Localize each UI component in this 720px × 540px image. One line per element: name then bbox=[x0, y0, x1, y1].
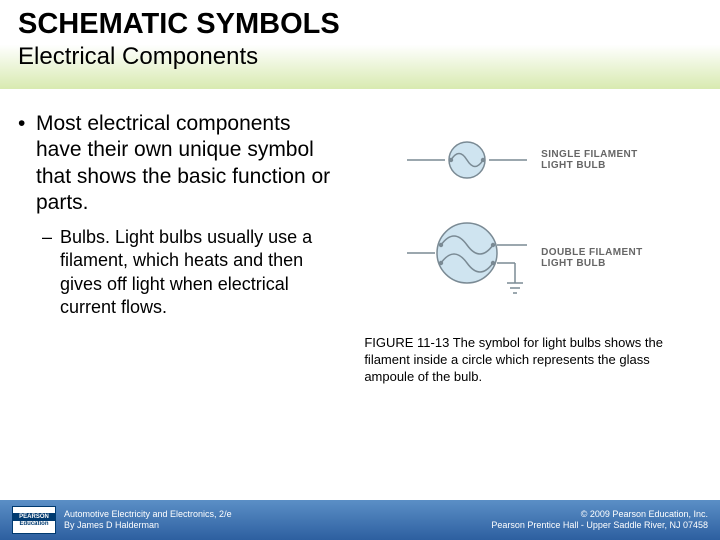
slide-title: SCHEMATIC SYMBOLS bbox=[18, 8, 702, 41]
address: Pearson Prentice Hall - Upper Saddle Riv… bbox=[491, 520, 708, 531]
single-filament-label: SINGLE FILAMENT LIGHT BULB bbox=[541, 149, 651, 171]
slide-footer: PEARSON Education Automotive Electricity… bbox=[0, 500, 720, 540]
double-filament-symbol bbox=[407, 213, 527, 303]
logo-brand: PEARSON bbox=[13, 513, 55, 521]
double-label-text: DOUBLE FILAMENT LIGHT BULB bbox=[541, 247, 651, 269]
double-filament-label: DOUBLE FILAMENT LIGHT BULB bbox=[541, 247, 651, 269]
footer-left: PEARSON Education Automotive Electricity… bbox=[12, 506, 232, 534]
figure-column: SINGLE FILAMENT LIGHT BULB bbox=[346, 111, 702, 394]
double-filament-row: DOUBLE FILAMENT LIGHT BULB bbox=[407, 213, 651, 303]
footer-book-info: Automotive Electricity and Electronics, … bbox=[64, 509, 232, 531]
slide-subtitle: Electrical Components bbox=[18, 43, 702, 71]
book-author: By James D Halderman bbox=[64, 520, 232, 531]
footer-right: © 2009 Pearson Education, Inc. Pearson P… bbox=[491, 509, 708, 531]
slide-header: SCHEMATIC SYMBOLS Electrical Components bbox=[0, 0, 720, 89]
schematic-diagram: SINGLE FILAMENT LIGHT BULB bbox=[364, 127, 694, 317]
copyright: © 2009 Pearson Education, Inc. bbox=[491, 509, 708, 520]
book-title: Automotive Electricity and Electronics, … bbox=[64, 509, 232, 520]
pearson-logo: PEARSON Education bbox=[12, 506, 56, 534]
text-column: Most electrical components have their ow… bbox=[18, 111, 346, 394]
logo-sub: Education bbox=[19, 521, 48, 527]
single-filament-symbol bbox=[407, 135, 527, 185]
single-filament-row: SINGLE FILAMENT LIGHT BULB bbox=[407, 135, 651, 185]
figure-box: SINGLE FILAMENT LIGHT BULB bbox=[356, 119, 702, 394]
content-area: Most electrical components have their ow… bbox=[0, 89, 720, 394]
main-bullet: Most electrical components have their ow… bbox=[18, 111, 336, 216]
figure-caption: FIGURE 11-13 The symbol for light bulbs … bbox=[364, 335, 694, 386]
sub-bullet: Bulbs. Light bulbs usually use a filamen… bbox=[18, 226, 336, 320]
single-label-text: SINGLE FILAMENT LIGHT BULB bbox=[541, 149, 651, 171]
